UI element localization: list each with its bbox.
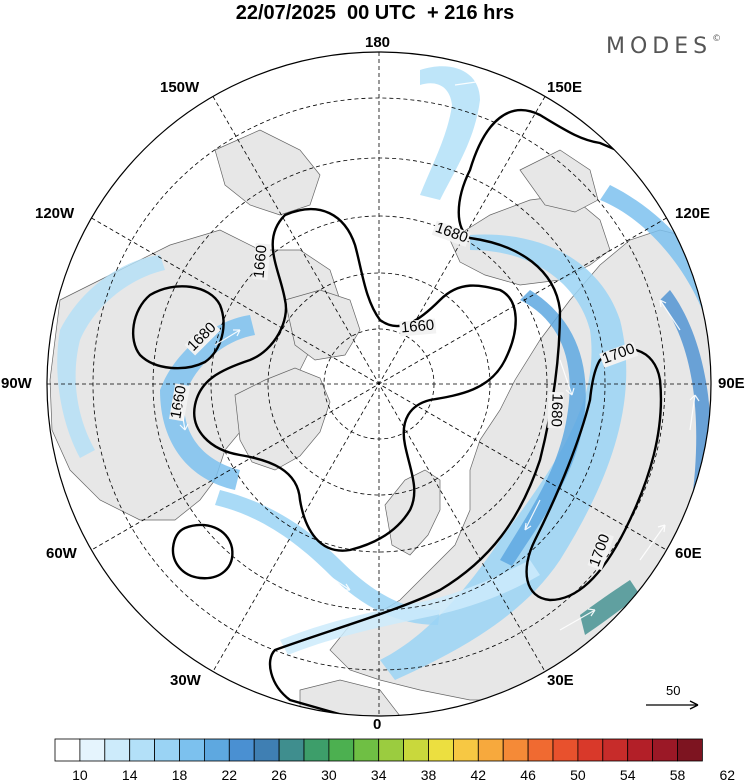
wind-arrow — [559, 608, 596, 631]
lon-label: 180 — [365, 34, 391, 51]
colorbar-cell — [428, 738, 454, 762]
colorbar-tick-label: 46 — [520, 767, 536, 782]
wind-arrow — [524, 499, 541, 531]
brand-mark: © — [712, 34, 722, 44]
colorbar-cell — [552, 738, 579, 762]
colorbar-cell — [278, 738, 305, 762]
colorbar-cell — [378, 738, 405, 762]
lon-label: 30W — [170, 672, 201, 689]
wind-arrow — [454, 76, 491, 86]
colorbar-cell — [129, 738, 155, 762]
lon-label: 30E — [547, 672, 574, 689]
map-layers: 1660 1660 1660 1680 1680 1680 1700 1700 — [47, 52, 711, 716]
colorbar-cell — [652, 738, 678, 762]
contour-label: 1680 — [547, 393, 565, 427]
colorbar-cell — [104, 738, 131, 762]
colorbar-tick-label: 26 — [271, 767, 287, 782]
colorbar-cell — [253, 738, 280, 762]
lon-label: 150E — [547, 79, 583, 96]
colorbar-cell — [403, 738, 429, 762]
contour-1700-east — [525, 347, 663, 602]
wind-arrow — [559, 359, 575, 396]
jet-band-teal-max — [580, 580, 640, 635]
colorbar-tick-label: 22 — [222, 767, 238, 782]
colorbar-tick-label: 62 — [720, 767, 736, 782]
colorbar-tick-label: 34 — [371, 767, 387, 782]
colorbar-cell — [228, 738, 255, 762]
colorbar-tick-label: 14 — [122, 767, 138, 782]
jet-band-north-america — [160, 315, 255, 490]
colorbar-cell — [627, 738, 654, 762]
colorbar-tick-label: 42 — [471, 767, 487, 782]
polar-map: 1660 1660 1660 1680 1680 1680 1700 1700 — [46, 51, 712, 717]
wind-arrow — [179, 399, 189, 431]
vector-scale-label: 50 — [666, 683, 681, 698]
lon-label: 60E — [675, 545, 702, 562]
colorbar-cells — [54, 738, 703, 762]
brand-logo: MODES© — [606, 34, 721, 59]
colorbar-tick-label: 38 — [421, 767, 437, 782]
colorbar-tick-label: 50 — [570, 767, 586, 782]
jet-band-atlantic — [215, 490, 440, 625]
wind-arrow — [689, 394, 700, 431]
colorbar-cell — [303, 738, 330, 762]
colorbar-cell — [477, 738, 504, 762]
land-canadian-arctic — [284, 289, 361, 361]
contour-label: 1660 — [400, 317, 435, 337]
colorbar-cell — [203, 738, 230, 762]
wind-arrow — [659, 299, 681, 331]
colorbar-cell — [602, 738, 629, 762]
jet-band-west-arc — [57, 255, 165, 458]
brand-name: MODES — [606, 34, 713, 59]
colorbar-cell — [677, 738, 703, 762]
contour-label: 1660 — [251, 244, 271, 279]
colorbar-cell — [452, 738, 479, 762]
colorbar-tick-labels: 10141822263034384246505458626670 — [72, 767, 736, 782]
colorbar-cell — [527, 738, 554, 762]
colorbar-tick-label: 58 — [670, 767, 686, 782]
colorbar-cell — [79, 738, 106, 762]
colorbar-cell — [179, 738, 205, 762]
jet-band-pacific — [420, 66, 480, 200]
contour-1700-atlantic-closed — [171, 523, 234, 580]
colorbar-tick-label: 30 — [321, 767, 337, 782]
lon-label: 150W — [160, 79, 200, 96]
jet-band-asia-core — [500, 290, 586, 566]
lon-label: 120W — [35, 205, 75, 222]
lon-label: 90E — [718, 375, 745, 392]
colorbar-tick-label: 54 — [620, 767, 636, 782]
graticule — [47, 52, 711, 716]
colorbar-cell — [353, 738, 380, 762]
lon-label: 60W — [46, 545, 77, 562]
wind-vectors — [179, 76, 700, 631]
meridian-120 — [91, 217, 667, 551]
vector-scale-key — [646, 700, 699, 710]
colorbar-cell — [577, 738, 604, 762]
land-greenland — [234, 367, 331, 471]
wind-arrow — [214, 329, 241, 346]
colorbar-tick-label: 18 — [172, 767, 188, 782]
colorbar-cell — [154, 738, 180, 762]
wind-arrow — [639, 524, 666, 561]
colorbar-cell — [502, 738, 529, 762]
map-border — [46, 51, 712, 717]
land-alaska — [214, 129, 321, 216]
colorbar-tick-label: 10 — [72, 767, 88, 782]
lon-label: 0 — [373, 716, 382, 733]
colorbar-cell — [54, 738, 81, 762]
contour-label: 1660 — [167, 384, 190, 420]
colorbar-cell — [328, 738, 355, 762]
colorbar: 10141822263034384246505458626670 — [54, 738, 736, 782]
map-title: 22/07/2025 00 UTC + 216 hrs — [235, 2, 515, 24]
contour-1680-west-closed — [132, 285, 225, 370]
lon-label: 90W — [1, 375, 32, 392]
lon-label: 120E — [675, 205, 711, 222]
wind-arrow — [319, 569, 351, 591]
